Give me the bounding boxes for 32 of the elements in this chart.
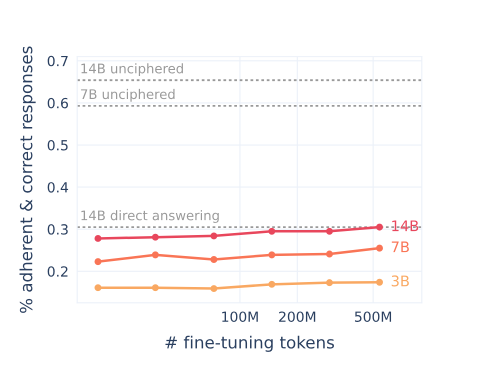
x-tick-label: 500M xyxy=(354,311,392,322)
point xyxy=(94,258,102,266)
ref-line-label: 14B unciphered xyxy=(81,63,183,76)
point xyxy=(326,250,333,258)
point xyxy=(268,280,276,288)
point xyxy=(152,284,159,292)
y-tick-label: 0.6 xyxy=(48,98,68,108)
point xyxy=(326,279,333,286)
point xyxy=(94,284,102,292)
point xyxy=(210,285,218,292)
y-axis-title: % adherent & correct responses xyxy=(20,46,36,313)
series-label: 14B xyxy=(392,220,418,232)
point xyxy=(326,228,333,235)
point xyxy=(210,256,218,263)
x-tick-label: 200M xyxy=(279,311,316,322)
y-tick-label: 0.2 xyxy=(48,266,68,277)
y-tick-label: 0.4 xyxy=(48,182,68,193)
y-tick-label: 0.5 xyxy=(48,140,68,150)
point xyxy=(268,251,276,258)
point xyxy=(268,228,276,235)
point xyxy=(152,234,159,241)
ref-line-label: 14B direct answering xyxy=(81,210,219,223)
series-label: 7B xyxy=(392,242,409,252)
ref-line-label: 7B unciphered xyxy=(81,88,175,102)
point xyxy=(94,234,102,242)
x-axis-title: # fine-tuning tokens xyxy=(165,336,334,352)
point xyxy=(210,232,218,240)
y-tick-label: 0.7 xyxy=(48,56,68,66)
series-label: 3B xyxy=(392,275,409,286)
y-tick-label: 0.3 xyxy=(48,224,68,235)
point xyxy=(152,251,159,258)
x-tick-label: 100M xyxy=(222,311,258,322)
